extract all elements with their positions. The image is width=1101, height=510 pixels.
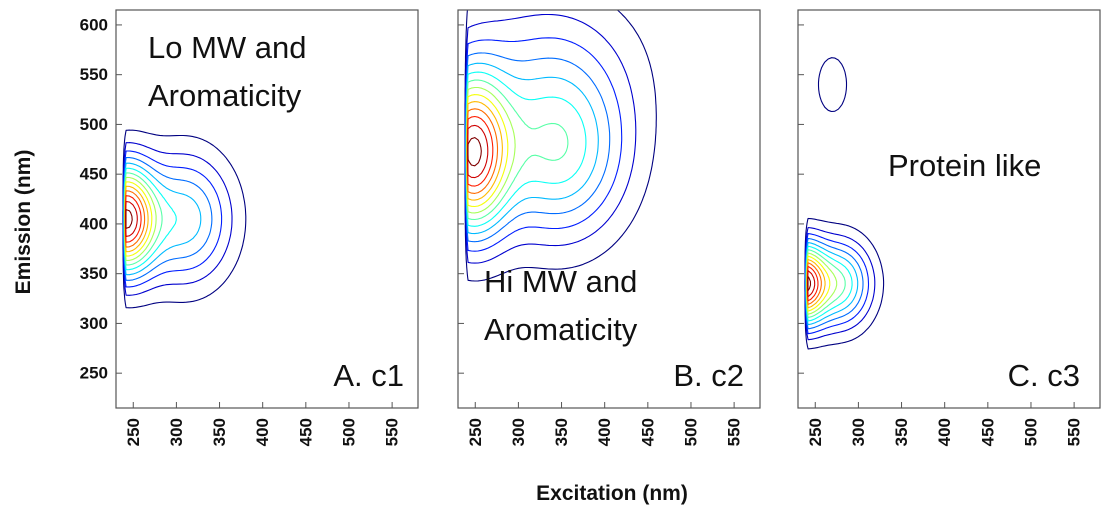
y-tick-label: 400 bbox=[80, 214, 108, 233]
contour-level-13 bbox=[467, 124, 489, 179]
x-tick-label: 250 bbox=[466, 418, 485, 446]
contour-level-5 bbox=[465, 62, 599, 235]
x-tick-label: 500 bbox=[681, 418, 700, 446]
plot-frame bbox=[457, 9, 761, 409]
contour-level-12 bbox=[124, 195, 142, 243]
y-tick-label: 300 bbox=[80, 314, 108, 333]
y-tick-label: 350 bbox=[80, 264, 108, 283]
x-tick-label: 350 bbox=[210, 418, 229, 446]
x-axis-title: Excitation (nm) bbox=[536, 482, 688, 505]
x-tick-label: 250 bbox=[124, 418, 143, 446]
panel-annotation: Lo MW and bbox=[148, 30, 307, 65]
panel-3: 250 300 350 400 450 500 550 Protein like C. c3 bbox=[797, 9, 1101, 446]
x-tick-label: 450 bbox=[638, 418, 657, 446]
panel-annotation: Hi MW and bbox=[484, 264, 637, 299]
panel-label: B. c2 bbox=[673, 358, 744, 393]
y-axis-title: Emission (nm) bbox=[12, 150, 35, 295]
contour-level-13 bbox=[807, 270, 816, 298]
contour-level-7 bbox=[805, 249, 846, 319]
contour-lines bbox=[804, 57, 885, 350]
plot-frame bbox=[115, 9, 419, 409]
panel-1: 250 300 350 400 450 500 550 250 300 350 400 450 500 5… bbox=[80, 9, 419, 446]
contour-lines bbox=[464, 10, 657, 282]
panel-annotation: Protein like bbox=[888, 148, 1041, 183]
contour-level-14 bbox=[467, 137, 482, 167]
y-tick-label: 600 bbox=[80, 15, 108, 34]
plot-frame bbox=[797, 9, 1101, 409]
x-tick-label: 550 bbox=[725, 418, 744, 446]
x-tick-label: 400 bbox=[253, 418, 272, 446]
x-tick-label: 300 bbox=[509, 418, 528, 446]
contour-level-1 bbox=[804, 57, 885, 350]
x-tick-label: 400 bbox=[595, 418, 614, 446]
x-tick-label: 500 bbox=[1021, 418, 1040, 446]
contour-lines bbox=[122, 129, 247, 309]
contour-level-12 bbox=[467, 115, 494, 187]
x-tick-label: 350 bbox=[552, 418, 571, 446]
x-tick-label: 350 bbox=[892, 418, 911, 446]
y-tick-label: 250 bbox=[80, 364, 108, 383]
panel-2: 250 300 350 400 450 500 550 Hi MW and Aromaticit… bbox=[457, 9, 761, 446]
x-tick-label: 300 bbox=[849, 418, 868, 446]
x-tick-label: 450 bbox=[978, 418, 997, 446]
panel-annotation: Aromaticity bbox=[148, 78, 302, 113]
x-tick-label: 550 bbox=[383, 418, 402, 446]
y-tick-label: 500 bbox=[80, 115, 108, 134]
contour-level-14 bbox=[125, 209, 133, 229]
y-tick-label: 550 bbox=[80, 65, 108, 84]
x-tick-label: 500 bbox=[339, 418, 358, 446]
contour-level-13 bbox=[125, 200, 138, 237]
panel-label: C. c3 bbox=[1008, 358, 1080, 393]
contour-level-14 bbox=[807, 276, 812, 292]
y-tick-label: 450 bbox=[80, 165, 108, 184]
contour-level-2 bbox=[122, 142, 233, 296]
x-tick-label: 550 bbox=[1065, 418, 1084, 446]
panel-annotation: Aromaticity bbox=[484, 312, 638, 347]
x-tick-label: 450 bbox=[296, 418, 315, 446]
contour-level-11 bbox=[124, 190, 146, 248]
x-tick-label: 300 bbox=[167, 418, 186, 446]
x-tick-label: 250 bbox=[806, 418, 825, 446]
panel-label: A. c1 bbox=[333, 358, 404, 393]
x-tick-label: 400 bbox=[935, 418, 954, 446]
contour-level-1 bbox=[464, 10, 657, 282]
